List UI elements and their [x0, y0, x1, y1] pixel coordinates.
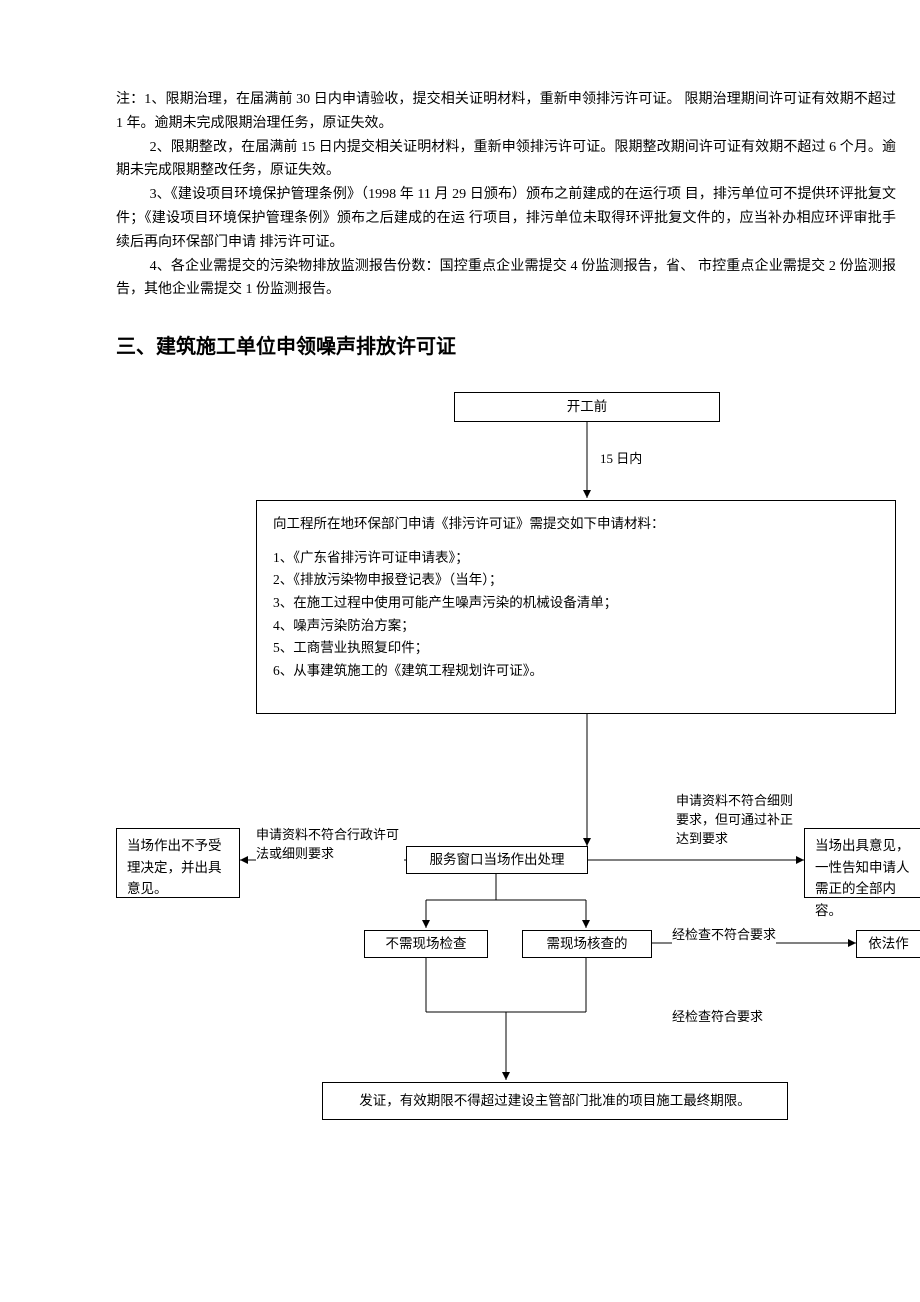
node-start: 开工前 — [454, 392, 720, 422]
node-need-check: 需现场核查的 — [522, 930, 652, 958]
note-2: 2、限期整改，在届满前 15 日内提交相关证明材料，重新申领排污许可证。限期整改… — [116, 136, 896, 184]
notes-block: 注：1、限期治理，在届满前 30 日内申请验收，提交相关证明材料，重新申领排污许… — [116, 88, 896, 302]
materials-list: 1、《广东省排污许可证申请表》； 2、《排放污染物申报登记表》（当年）； 3、在… — [273, 547, 879, 682]
material-5: 5、工商营业执照复印件； — [273, 637, 879, 659]
node-no-check-label: 不需现场检查 — [386, 933, 467, 955]
node-no-check: 不需现场检查 — [364, 930, 488, 958]
note-4: 4、各企业需提交的污染物排放监测报告份数：国控重点企业需提交 4 份监测报告，省… — [116, 255, 896, 303]
node-law-action: 依法作 — [856, 930, 920, 958]
edge-left-label: 申请资料不符合行政许可法或细则要求 — [256, 826, 404, 864]
section-title: 三、建筑施工单位申领噪声排放许可证 — [116, 330, 920, 364]
note-3: 3、《建设项目环境保护管理条例》（1998 年 11 月 29 日颁布）颁布之前… — [116, 183, 896, 254]
note-1: 注：1、限期治理，在届满前 30 日内申请验收，提交相关证明材料，重新申领排污许… — [116, 88, 896, 136]
node-materials: 向工程所在地环保部门申请《排污许可证》需提交如下申请材料： 1、《广东省排污许可… — [256, 500, 896, 714]
node-reject-label: 当场作出不予受理决定，并出具意见。 — [127, 838, 222, 896]
flowchart: 开工前 15 日内 向工程所在地环保部门申请《排污许可证》需提交如下申请材料： … — [116, 392, 920, 1152]
node-reject: 当场作出不予受理决定，并出具意见。 — [116, 828, 240, 898]
node-decide: 服务窗口当场作出处理 — [406, 846, 588, 874]
material-3: 3、在施工过程中使用可能产生噪声污染的机械设备清单； — [273, 592, 879, 614]
material-1: 1、《广东省排污许可证申请表》； — [273, 547, 879, 569]
node-need-check-label: 需现场核查的 — [547, 933, 628, 955]
edge-start-label: 15 日内 — [600, 450, 642, 469]
materials-header: 向工程所在地环保部门申请《排污许可证》需提交如下申请材料： — [273, 513, 879, 535]
node-decide-label: 服务窗口当场作出处理 — [430, 849, 565, 871]
node-start-label: 开工前 — [567, 396, 608, 418]
material-2: 2、《排放污染物申报登记表》（当年）； — [273, 569, 879, 591]
edge-pass-label: 经检查符合要求 — [672, 1008, 763, 1027]
node-issue: 发证，有效期限不得超过建设主管部门批准的项目施工最终期限。 — [322, 1082, 788, 1120]
node-law-action-label: 依法作 — [868, 933, 909, 955]
node-onsite: 当场出具意见，一性告知申请人需正的全部内容。 — [804, 828, 920, 898]
material-6: 6、从事建筑施工的《建筑工程规划许可证》。 — [273, 660, 879, 682]
node-onsite-label: 当场出具意见，一性告知申请人需正的全部内容。 — [815, 838, 910, 918]
node-issue-label: 发证，有效期限不得超过建设主管部门批准的项目施工最终期限。 — [359, 1090, 751, 1112]
edge-right-label: 申请资料不符合细则要求，但可通过补正达到要求 — [676, 792, 802, 849]
edge-fail-label: 经检查不符合要求 — [672, 926, 776, 945]
material-4: 4、噪声污染防治方案； — [273, 615, 879, 637]
